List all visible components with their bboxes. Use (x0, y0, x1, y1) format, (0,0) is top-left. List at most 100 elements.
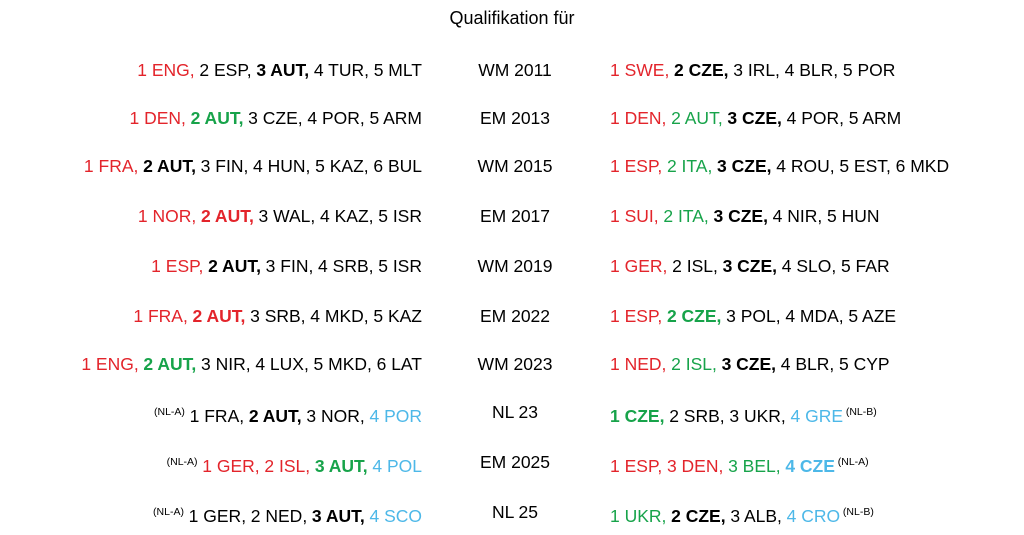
team-placement: 3 AUT, (311, 506, 365, 526)
team-placement: 3 POL, (726, 306, 781, 326)
left-result: 1 NOR, 2 AUT, 3 WAL, 4 KAZ, 5 ISR (138, 201, 422, 231)
event-label: WM 2023 (477, 354, 553, 374)
team-placement: 4 SLO, (781, 256, 837, 276)
left-result: 1 DEN, 2 AUT, 3 CZE, 4 POR, 5 ARM (129, 103, 422, 133)
team-placement: 3 CZE, (717, 156, 772, 176)
team-placement: 3 CZE, (248, 108, 303, 128)
team-placement: 1 ENG, (81, 354, 139, 374)
team-placement: 1 GER, (188, 506, 247, 526)
team-placement: 4 POL (372, 456, 422, 476)
team-placement: 3 BEL, (728, 456, 781, 476)
event-label: NL 25 (491, 502, 539, 522)
right-result: 1 DEN, 2 AUT, 3 CZE, 4 POR, 5 ARM (610, 103, 901, 133)
team-placement: 2 ITA, (666, 156, 713, 176)
team-placement: 3 CZE, (713, 206, 768, 226)
team-placement: 3 FIN, (265, 256, 314, 276)
team-placement: 1 NOR, (137, 206, 197, 226)
team-placement: 4 NIR, (772, 206, 823, 226)
team-placement: 3 CZE, (727, 108, 782, 128)
left-result: 1 ESP, 2 AUT, 3 FIN, 4 SRB, 5 ISR (151, 251, 422, 281)
team-placement: 2 SRB, (669, 406, 725, 426)
team-placement: 5 KAZ (373, 306, 422, 326)
right-result: 1 NED, 2 ISL, 3 CZE, 4 BLR, 5 CYP (610, 349, 890, 379)
team-placement: 3 ALB, (730, 506, 782, 526)
left-result: 1 ENG, 2 ESP, 3 AUT, 4 TUR, 5 MLT (137, 55, 422, 85)
team-placement: 3 UKR, (729, 406, 786, 426)
team-placement: 2 AUT, (143, 354, 197, 374)
event-label: EM 2013 (479, 108, 551, 128)
team-placement: 2 AUT, (190, 108, 244, 128)
team-placement: 1 ENG, (137, 60, 195, 80)
team-placement: 4 BLR, (780, 354, 835, 374)
team-placement: 5 HUN (826, 206, 880, 226)
league-note: (NL-A) (166, 456, 198, 468)
left-result: (NL-A) 1 GER, 2 NED, 3 AUT, 4 SCO (153, 497, 422, 527)
team-placement: 3 DEN, (666, 456, 724, 476)
left-result: 1 FRA, 2 AUT, 3 SRB, 4 MKD, 5 KAZ (133, 301, 422, 331)
team-placement: 2 AUT, (248, 406, 302, 426)
team-placement: 6 BUL (373, 156, 422, 176)
team-placement: 2 NED, (250, 506, 308, 526)
league-note: (NL-B) (845, 406, 877, 418)
team-placement: 3 NOR, (306, 406, 365, 426)
team-placement: 2 ISL, (671, 354, 717, 374)
right-result: 1 UKR, 2 CZE, 3 ALB, 4 CRO (NL-B) (610, 497, 874, 527)
team-placement: 1 GER, (610, 256, 668, 276)
team-placement: 5 ARM (369, 108, 422, 128)
team-placement: 5 EST, (839, 156, 891, 176)
team-placement: 1 SUI, (610, 206, 659, 226)
team-placement: 1 ESP, (151, 256, 204, 276)
team-placement: 4 TUR, (313, 60, 369, 80)
team-placement: 1 GER, (202, 456, 260, 476)
left-result: (NL-A) 1 FRA, 2 AUT, 3 NOR, 4 POR (154, 397, 422, 427)
team-placement: 5 KAZ, (315, 156, 369, 176)
team-placement: 4 LUX, (255, 354, 309, 374)
team-placement: 4 ROU, (776, 156, 835, 176)
right-result: 1 ESP, 2 ITA, 3 CZE, 4 ROU, 5 EST, 6 MKD (610, 151, 949, 181)
team-placement: 3 AUT, (256, 60, 310, 80)
event-label: EM 2022 (479, 306, 551, 326)
team-placement: 4 CRO (786, 506, 841, 526)
team-placement: 4 BLR, (784, 60, 839, 80)
left-result: (NL-A) 1 GER, 2 ISL, 3 AUT, 4 POL (167, 447, 422, 477)
team-placement: 1 NED, (610, 354, 667, 374)
team-placement: 5 ARM (848, 108, 902, 128)
team-placement: 5 ISR (378, 206, 422, 226)
team-placement: 5 MLT (373, 60, 422, 80)
left-result: 1 FRA, 2 AUT, 3 FIN, 4 HUN, 5 KAZ, 6 BUL (84, 151, 422, 181)
event-label: WM 2015 (477, 156, 553, 176)
team-placement: 3 CZE, (722, 256, 778, 276)
team-placement: 4 POR, (786, 108, 844, 128)
right-result: 1 GER, 2 ISL, 3 CZE, 4 SLO, 5 FAR (610, 251, 890, 281)
right-result: 1 ESP, 3 DEN, 3 BEL, 4 CZE (NL-A) (610, 447, 869, 477)
team-placement: 3 FIN, (200, 156, 249, 176)
left-result: 1 ENG, 2 AUT, 3 NIR, 4 LUX, 5 MKD, 6 LAT (81, 349, 422, 379)
event-label: NL 23 (491, 402, 539, 422)
right-result: 1 SUI, 2 ITA, 3 CZE, 4 NIR, 5 HUN (610, 201, 880, 231)
league-note: (NL-A) (153, 506, 184, 518)
team-placement: 2 ISL, (672, 256, 718, 276)
team-placement: 3 AUT, (314, 456, 368, 476)
team-placement: 1 ESP, (610, 156, 663, 176)
team-placement: 6 LAT (376, 354, 422, 374)
team-placement: 4 SRB, (318, 256, 374, 276)
team-placement: 4 POR, (307, 108, 365, 128)
team-placement: 5 POR (842, 60, 896, 80)
title: Qualifikation für (449, 8, 575, 28)
event-label: WM 2019 (477, 256, 553, 276)
team-placement: 5 ISR (378, 256, 422, 276)
team-placement: 4 SCO (369, 506, 422, 526)
team-placement: 3 CZE, (721, 354, 777, 374)
team-placement: 2 ITA, (663, 206, 709, 226)
right-result: 1 ESP, 2 CZE, 3 POL, 4 MDA, 5 AZE (610, 301, 896, 331)
team-placement: 2 CZE, (674, 60, 729, 80)
team-placement: 5 AZE (848, 306, 897, 326)
team-placement: 2 AUT, (143, 156, 196, 176)
team-placement: 4 KAZ, (320, 206, 374, 226)
team-placement: 4 CZE (785, 456, 835, 476)
team-placement: 4 MDA, (785, 306, 844, 326)
team-placement: 5 CYP (838, 354, 890, 374)
team-placement: 4 POR (369, 406, 422, 426)
team-placement: 3 SRB, (250, 306, 306, 326)
team-placement: 2 AUT, (200, 206, 254, 226)
